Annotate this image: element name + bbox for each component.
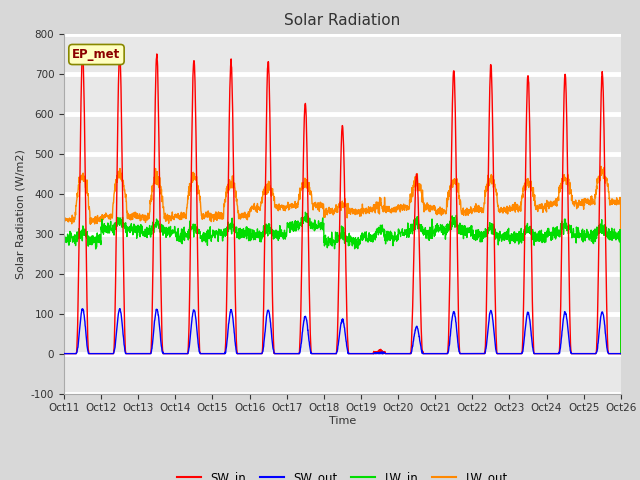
Title: Solar Radiation: Solar Radiation bbox=[284, 13, 401, 28]
X-axis label: Time: Time bbox=[329, 416, 356, 426]
Text: EP_met: EP_met bbox=[72, 48, 120, 61]
Legend: SW_in, SW_out, LW_in, LW_out: SW_in, SW_out, LW_in, LW_out bbox=[172, 466, 513, 480]
Y-axis label: Solar Radiation (W/m2): Solar Radiation (W/m2) bbox=[15, 149, 26, 278]
